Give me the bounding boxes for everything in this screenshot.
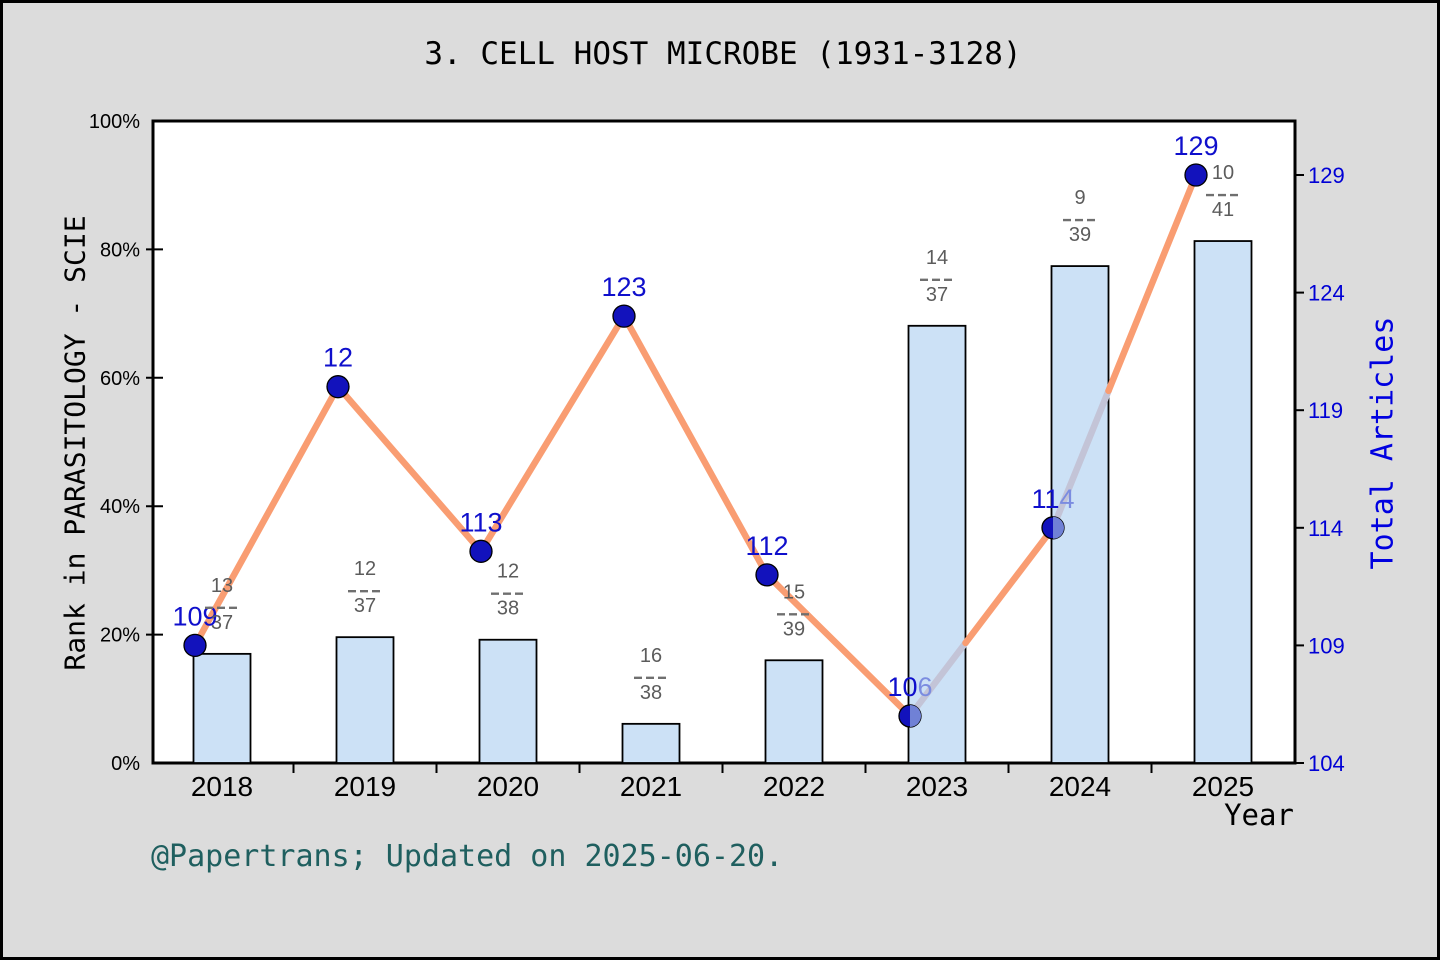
bar-2019 xyxy=(335,636,395,764)
data-point-2019 xyxy=(326,375,350,399)
bar-2018 xyxy=(192,652,252,764)
data-point-2018 xyxy=(183,633,207,658)
line-segment xyxy=(334,383,485,555)
fraction-denominator-2024: 39 xyxy=(1069,224,1091,246)
chart-plot: 0%20%40%60%80%100%1041091141191241292018… xyxy=(89,111,1345,802)
fraction-numerator-2022: 15 xyxy=(783,581,805,603)
point-label-2023: 106 xyxy=(887,672,932,702)
x-tick-label-2023: 2023 xyxy=(906,771,968,802)
point-label-2022: 112 xyxy=(745,531,788,561)
point-label-2019: 12 xyxy=(323,343,353,373)
data-point-2020 xyxy=(469,539,493,563)
data-point-covered-half xyxy=(910,704,922,727)
fraction-numerator-2024: 9 xyxy=(1074,187,1085,209)
fraction-numerator-2023: 14 xyxy=(926,247,948,269)
bar-2025 xyxy=(1193,240,1253,764)
point-label-2018: 109 xyxy=(172,601,217,631)
left-tick-label: 20% xyxy=(100,625,140,647)
point-label-2025: 129 xyxy=(1173,131,1218,161)
bar-2021 xyxy=(621,722,681,764)
fraction-numerator-2018: 13 xyxy=(211,575,233,597)
right-tick-label: 124 xyxy=(1308,281,1345,306)
point-label-2020: 113 xyxy=(459,507,502,537)
fraction-denominator-2019: 37 xyxy=(354,595,376,617)
data-point-2022 xyxy=(755,563,779,587)
line-segment-covered xyxy=(1049,387,1112,532)
x-tick-label-2020: 2020 xyxy=(477,771,539,802)
data-point-covered-half xyxy=(1053,516,1065,539)
fraction-numerator-2025: 10 xyxy=(1212,162,1234,184)
x-axis-title: Year xyxy=(1224,798,1294,832)
point-label-2021: 123 xyxy=(601,272,646,302)
fraction-denominator-2021: 38 xyxy=(640,682,662,704)
x-tick-label-2025: 2025 xyxy=(1192,771,1254,802)
left-tick-label: 80% xyxy=(100,239,140,261)
fraction-denominator-2023: 37 xyxy=(926,284,948,306)
left-tick-label: 0% xyxy=(111,753,140,775)
line-segment xyxy=(763,571,914,720)
right-tick-label: 114 xyxy=(1308,516,1343,541)
bar-2023 xyxy=(907,324,967,764)
x-tick-label-2018: 2018 xyxy=(191,771,253,802)
fraction-numerator-2019: 12 xyxy=(354,558,376,580)
right-tick-label: 104 xyxy=(1308,751,1345,776)
x-tick-label-2019: 2019 xyxy=(334,771,396,802)
right-tick-label: 119 xyxy=(1308,398,1343,423)
footer-credit: @Papertrans; Updated on 2025-06-20. xyxy=(151,839,784,874)
fraction-numerator-2021: 16 xyxy=(640,645,662,667)
x-tick-label-2024: 2024 xyxy=(1049,771,1111,802)
bar-2020 xyxy=(478,638,538,764)
fraction-denominator-2020: 38 xyxy=(497,598,519,620)
line-segment xyxy=(962,524,1057,647)
fraction-denominator-2018: 37 xyxy=(211,612,233,634)
right-tick-label: 109 xyxy=(1308,633,1345,658)
data-point-2025 xyxy=(1184,163,1208,187)
page-title: 3. CELL HOST MICROBE (1931-3128) xyxy=(424,36,1022,72)
right-tick-label: 129 xyxy=(1308,163,1345,188)
left-tick-label: 40% xyxy=(100,496,140,518)
fraction-numerator-2020: 12 xyxy=(497,561,519,583)
x-tick-label-2022: 2022 xyxy=(763,771,825,802)
bar-2022 xyxy=(764,659,824,764)
right-axis-title: Total Articles xyxy=(1365,316,1401,570)
point-label-2024: 114 xyxy=(1031,484,1074,514)
fraction-denominator-2022: 39 xyxy=(783,618,805,640)
plot-area xyxy=(151,119,1297,765)
left-axis-title: Rank in PARASITOLOGY - SCIE xyxy=(58,215,92,671)
line-segment-covered xyxy=(906,639,969,720)
data-point-2021 xyxy=(612,304,636,328)
left-tick-label: 60% xyxy=(100,368,140,390)
line-segment xyxy=(620,312,771,579)
line-segment xyxy=(477,312,628,555)
line-segment xyxy=(1105,171,1200,395)
line-segment xyxy=(191,383,342,649)
left-tick-label: 100% xyxy=(89,111,140,133)
x-tick-label-2021: 2021 xyxy=(620,771,682,802)
fraction-denominator-2025: 41 xyxy=(1212,199,1234,221)
